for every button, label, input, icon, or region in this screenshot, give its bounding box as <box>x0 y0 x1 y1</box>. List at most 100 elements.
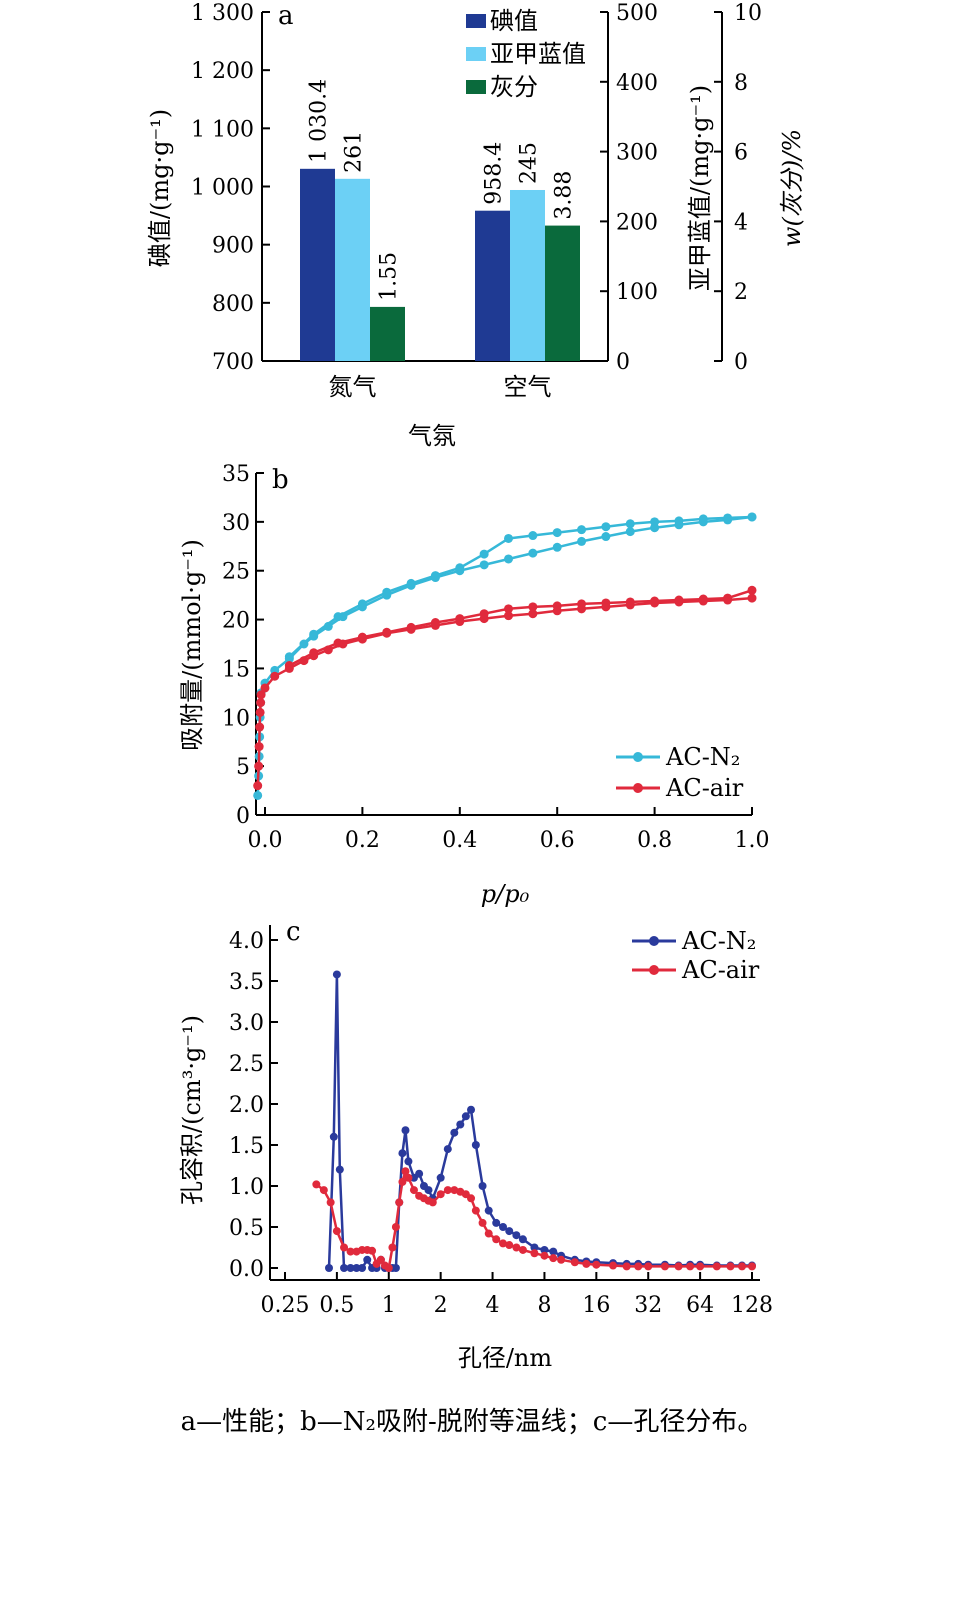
panel-b-y-tick-label: 15 <box>222 657 250 682</box>
psd-point <box>478 1218 487 1227</box>
isotherm-point <box>577 536 587 546</box>
psd-point <box>346 1264 355 1272</box>
panel-a-letter: a <box>278 1 294 31</box>
psd-point <box>443 1186 452 1195</box>
isotherm-point <box>479 549 489 559</box>
psd-point <box>674 1262 683 1271</box>
psd-point <box>352 1264 361 1272</box>
psd-point <box>450 1186 459 1195</box>
isotherm-point <box>309 648 319 658</box>
panel-c-y-tick-label: 2.5 <box>229 1052 264 1077</box>
isotherm-point <box>430 618 440 628</box>
isotherm-point <box>504 533 513 543</box>
psd-point <box>436 1173 445 1182</box>
panel-a-left-axis-label: 碘值/(mg·g⁻¹) <box>146 109 174 267</box>
panel-b-letter: b <box>272 465 289 495</box>
psd-point <box>492 1218 501 1227</box>
legend-swatch <box>466 14 486 28</box>
isotherm-point <box>674 516 684 526</box>
legend-label: 灰分 <box>490 73 538 101</box>
panel-a-left-tick-label: 700 <box>212 350 254 375</box>
psd-point <box>415 1169 424 1178</box>
psd-point <box>335 1165 344 1174</box>
panel-b-y-tick-label: 35 <box>222 462 250 487</box>
psd-point <box>319 1186 328 1195</box>
psd-point <box>634 1262 643 1271</box>
panel-b-x-tick-label: 0.4 <box>442 828 477 853</box>
psd-point <box>518 1245 527 1254</box>
isotherm-point <box>747 585 757 595</box>
panel-b-x-tick-label: 0.6 <box>540 828 575 853</box>
bar-right1-0 <box>335 178 370 361</box>
psd-point <box>340 1264 349 1272</box>
panel-c-y-tick-label: 0.0 <box>229 1257 264 1282</box>
panel-a-right2-tick-label: 8 <box>734 71 748 96</box>
psd-point <box>346 1247 355 1256</box>
psd-point <box>540 1251 549 1260</box>
isotherm-point <box>270 671 280 681</box>
panel-b-y-tick-label: 20 <box>222 609 250 634</box>
legend-marker <box>649 936 659 946</box>
isotherm-point <box>406 578 416 588</box>
isotherm-point <box>625 527 635 537</box>
isotherm-point <box>504 604 513 614</box>
isotherm-point <box>455 614 465 624</box>
legend-label: 碘值 <box>490 7 538 35</box>
psd-point <box>518 1235 527 1244</box>
psd-point <box>549 1254 558 1263</box>
panel-a-right2-ticks: 0 2 4 6 8 10 <box>714 1 762 375</box>
panel-a-left-tick-label: 1 100 <box>191 117 254 142</box>
panel-b-y-tick-label: 10 <box>222 706 250 731</box>
panel-a-right2-tick-label: 4 <box>734 210 748 235</box>
bar-value-label: 1 030.4 <box>307 79 332 163</box>
isotherm-point <box>455 563 465 573</box>
isotherm-point <box>430 571 440 581</box>
isotherm-point <box>528 548 538 558</box>
panel-b-y-tick-label: 0 <box>236 804 250 829</box>
panel-a-right2-axis-label: w(灰分)/% <box>778 129 806 247</box>
isotherm-point <box>309 629 319 639</box>
isotherm-point <box>577 525 587 535</box>
panel-c-x-axis-label: 孔径/nm <box>458 1344 553 1372</box>
psd-point <box>557 1255 566 1264</box>
panel-c-x-tick-label: 64 <box>686 1293 714 1318</box>
isotherm-point <box>254 742 264 752</box>
panel-a-right1-tick-label: 200 <box>616 210 658 235</box>
panel-a-left-tick-label: 1 000 <box>191 176 254 201</box>
legend-marker <box>633 783 643 793</box>
psd-point <box>332 1227 341 1236</box>
panel-c-y-tick-label: 0.5 <box>229 1216 264 1241</box>
psd-point <box>505 1241 514 1250</box>
psd-point <box>467 1105 476 1114</box>
psd-point <box>712 1262 721 1271</box>
psd-point <box>428 1198 437 1207</box>
panel-c-y-axis-label: 孔容积/(cm³·g⁻¹) <box>178 1015 206 1205</box>
psd-point <box>467 1194 476 1203</box>
psd-point <box>409 1186 418 1195</box>
legend-label: 亚甲蓝值 <box>490 40 586 68</box>
panel-a-right1-tick-label: 500 <box>616 1 658 26</box>
panel-c-x-tick-label: 1 <box>382 1293 396 1318</box>
panel-a-right1-tick-label: 0 <box>616 350 630 375</box>
panel-b-legend: AC-N₂ AC-air <box>616 743 744 802</box>
isotherm-point <box>382 587 392 597</box>
isotherm-point <box>650 517 660 527</box>
panel-b-y-axis-label: 吸附量/(mmol·g⁻¹) <box>178 539 206 751</box>
panel-c-y-tick-label: 1.0 <box>229 1175 264 1200</box>
legend-marker <box>649 965 659 975</box>
panel-b-x-tick-label: 0.2 <box>345 828 380 853</box>
panel-a-left-ticks: 700 800 900 1 000 1 100 1 200 1 300 <box>191 1 270 375</box>
psd-point <box>478 1182 487 1190</box>
isotherm-point <box>479 609 489 619</box>
panel-c-x-tick-label: 2 <box>434 1293 448 1318</box>
panel-a-x-axis-label: 气氛 <box>408 422 456 450</box>
psd-point <box>398 1177 407 1186</box>
bar-value-label: 3.88 <box>552 171 577 220</box>
panel-c-ticks: 0.0 0.5 1.0 1.5 2.0 2.5 3.0 3.5 4.0 0.25 0.5 1 2 4 8 16… <box>229 929 773 1318</box>
psd-point <box>622 1262 631 1271</box>
psd-point <box>376 1255 385 1264</box>
psd-point <box>325 1264 334 1272</box>
isotherm-point <box>255 722 265 732</box>
isotherm-point <box>479 560 489 570</box>
psd-point <box>540 1245 549 1254</box>
